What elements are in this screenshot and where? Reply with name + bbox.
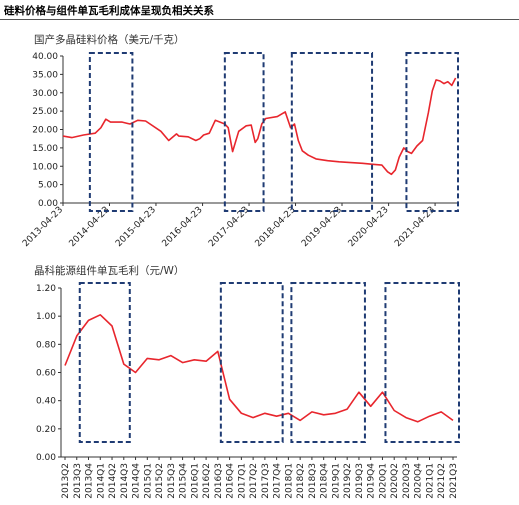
x-tick-label: 2015Q4 (179, 463, 189, 499)
y-tick-label: 0.60 (36, 369, 56, 379)
x-tick-label: 2013-04-23 (21, 205, 65, 249)
top-chart: 0.00 5.00 10.00 15.00 20.00 25.00 30.00 35.00 40… (21, 52, 460, 249)
x-tick-label: 2013Q3 (73, 463, 83, 499)
highlight-box (384, 282, 461, 443)
y-tick-label: 0.40 (36, 397, 56, 407)
x-tick-label: 2016Q3 (214, 463, 224, 499)
x-tick-label: 2019Q4 (367, 463, 377, 499)
x-tick-label: 2019Q1 (331, 463, 341, 499)
x-tick-label: 2013Q2 (61, 463, 71, 499)
x-tick-label: 2015Q2 (155, 463, 165, 499)
x-tick-label: 2014Q3 (120, 463, 130, 499)
highlight-box (88, 52, 134, 212)
x-tick-label: 2014Q4 (132, 463, 142, 499)
bottom-chart-title: 晶科能源组件单瓦毛利（元/W） (34, 264, 184, 277)
title-divider (0, 19, 519, 20)
y-tick-label: 35.00 (32, 70, 58, 80)
x-tick-label: 2019Q2 (343, 463, 353, 499)
x-tick-label: 2017Q1 (237, 463, 247, 499)
y-tick-label: 40.00 (32, 52, 58, 62)
highlight-box (223, 52, 265, 212)
bottom-chart: 0.00 0.20 0.40 0.60 0.80 1.00 1.20 2013Q2 2013Q3… (36, 282, 461, 499)
x-tick-label: 2018Q1 (284, 463, 294, 499)
x-tick-label: 2020Q4 (414, 463, 424, 499)
x-tick-label: 2016-04-23 (161, 205, 205, 249)
x-tick-label: 2020Q1 (378, 463, 388, 499)
x-tick-label: 2015Q1 (143, 463, 153, 499)
x-tick-label: 2018Q2 (296, 463, 306, 499)
y-tick-label: 5.00 (38, 181, 58, 191)
x-tick-label: 2020Q2 (390, 463, 400, 499)
y-tick-label: 20.00 (32, 126, 58, 136)
x-tick-label: 2017-04-23 (207, 205, 251, 249)
x-tick-label: 2016Q2 (202, 463, 212, 499)
highlight-box (78, 282, 131, 443)
x-tick-label: 2017Q4 (273, 463, 283, 499)
top-chart-title: 国产多晶硅料价格（美元/千克） (34, 33, 185, 46)
x-tick-label: 2018Q3 (308, 463, 318, 499)
x-tick-label: 2015Q3 (167, 463, 177, 499)
y-tick-label: 15.00 (32, 144, 58, 154)
y-tick-label: 0.20 (36, 425, 56, 435)
x-tick-label: 2017Q2 (249, 463, 259, 499)
x-tick-label: 2016Q4 (226, 463, 236, 499)
y-tick-label: 25.00 (32, 107, 58, 117)
x-tick-label: 2021Q3 (449, 463, 459, 499)
x-tick-label: 2014Q1 (96, 463, 106, 499)
x-tick-label: 2018Q4 (320, 463, 330, 499)
page-title: 硅料价格与组件单瓦毛利成体呈现负相关关系 (4, 5, 214, 17)
x-tick-label: 2017Q3 (261, 463, 271, 499)
x-tick-label: 2013Q4 (85, 463, 95, 499)
y-tick-label: 0.80 (36, 340, 56, 350)
margin-series-line (64, 313, 454, 423)
x-tick-label: 2019Q3 (355, 463, 365, 499)
x-tick-label: 2021Q1 (425, 463, 435, 499)
highlight-box (290, 282, 366, 443)
y-tick-label: 0.00 (36, 453, 56, 463)
y-tick-label: 1.20 (36, 284, 56, 294)
y-tick-label: 1.00 (36, 312, 56, 322)
price-series-line (62, 77, 457, 176)
x-tick-label: 2016Q1 (190, 463, 200, 499)
y-tick-label: 30.00 (32, 89, 58, 99)
x-tick-label: 2020Q3 (402, 463, 412, 499)
y-tick-label: 0.00 (38, 199, 58, 209)
highlight-box (219, 282, 284, 443)
y-tick-label: 10.00 (32, 162, 58, 172)
x-tick-label: 2014Q2 (108, 463, 118, 499)
x-tick-label: 2021Q2 (437, 463, 447, 499)
highlight-box (405, 52, 460, 212)
highlight-box (290, 52, 374, 212)
